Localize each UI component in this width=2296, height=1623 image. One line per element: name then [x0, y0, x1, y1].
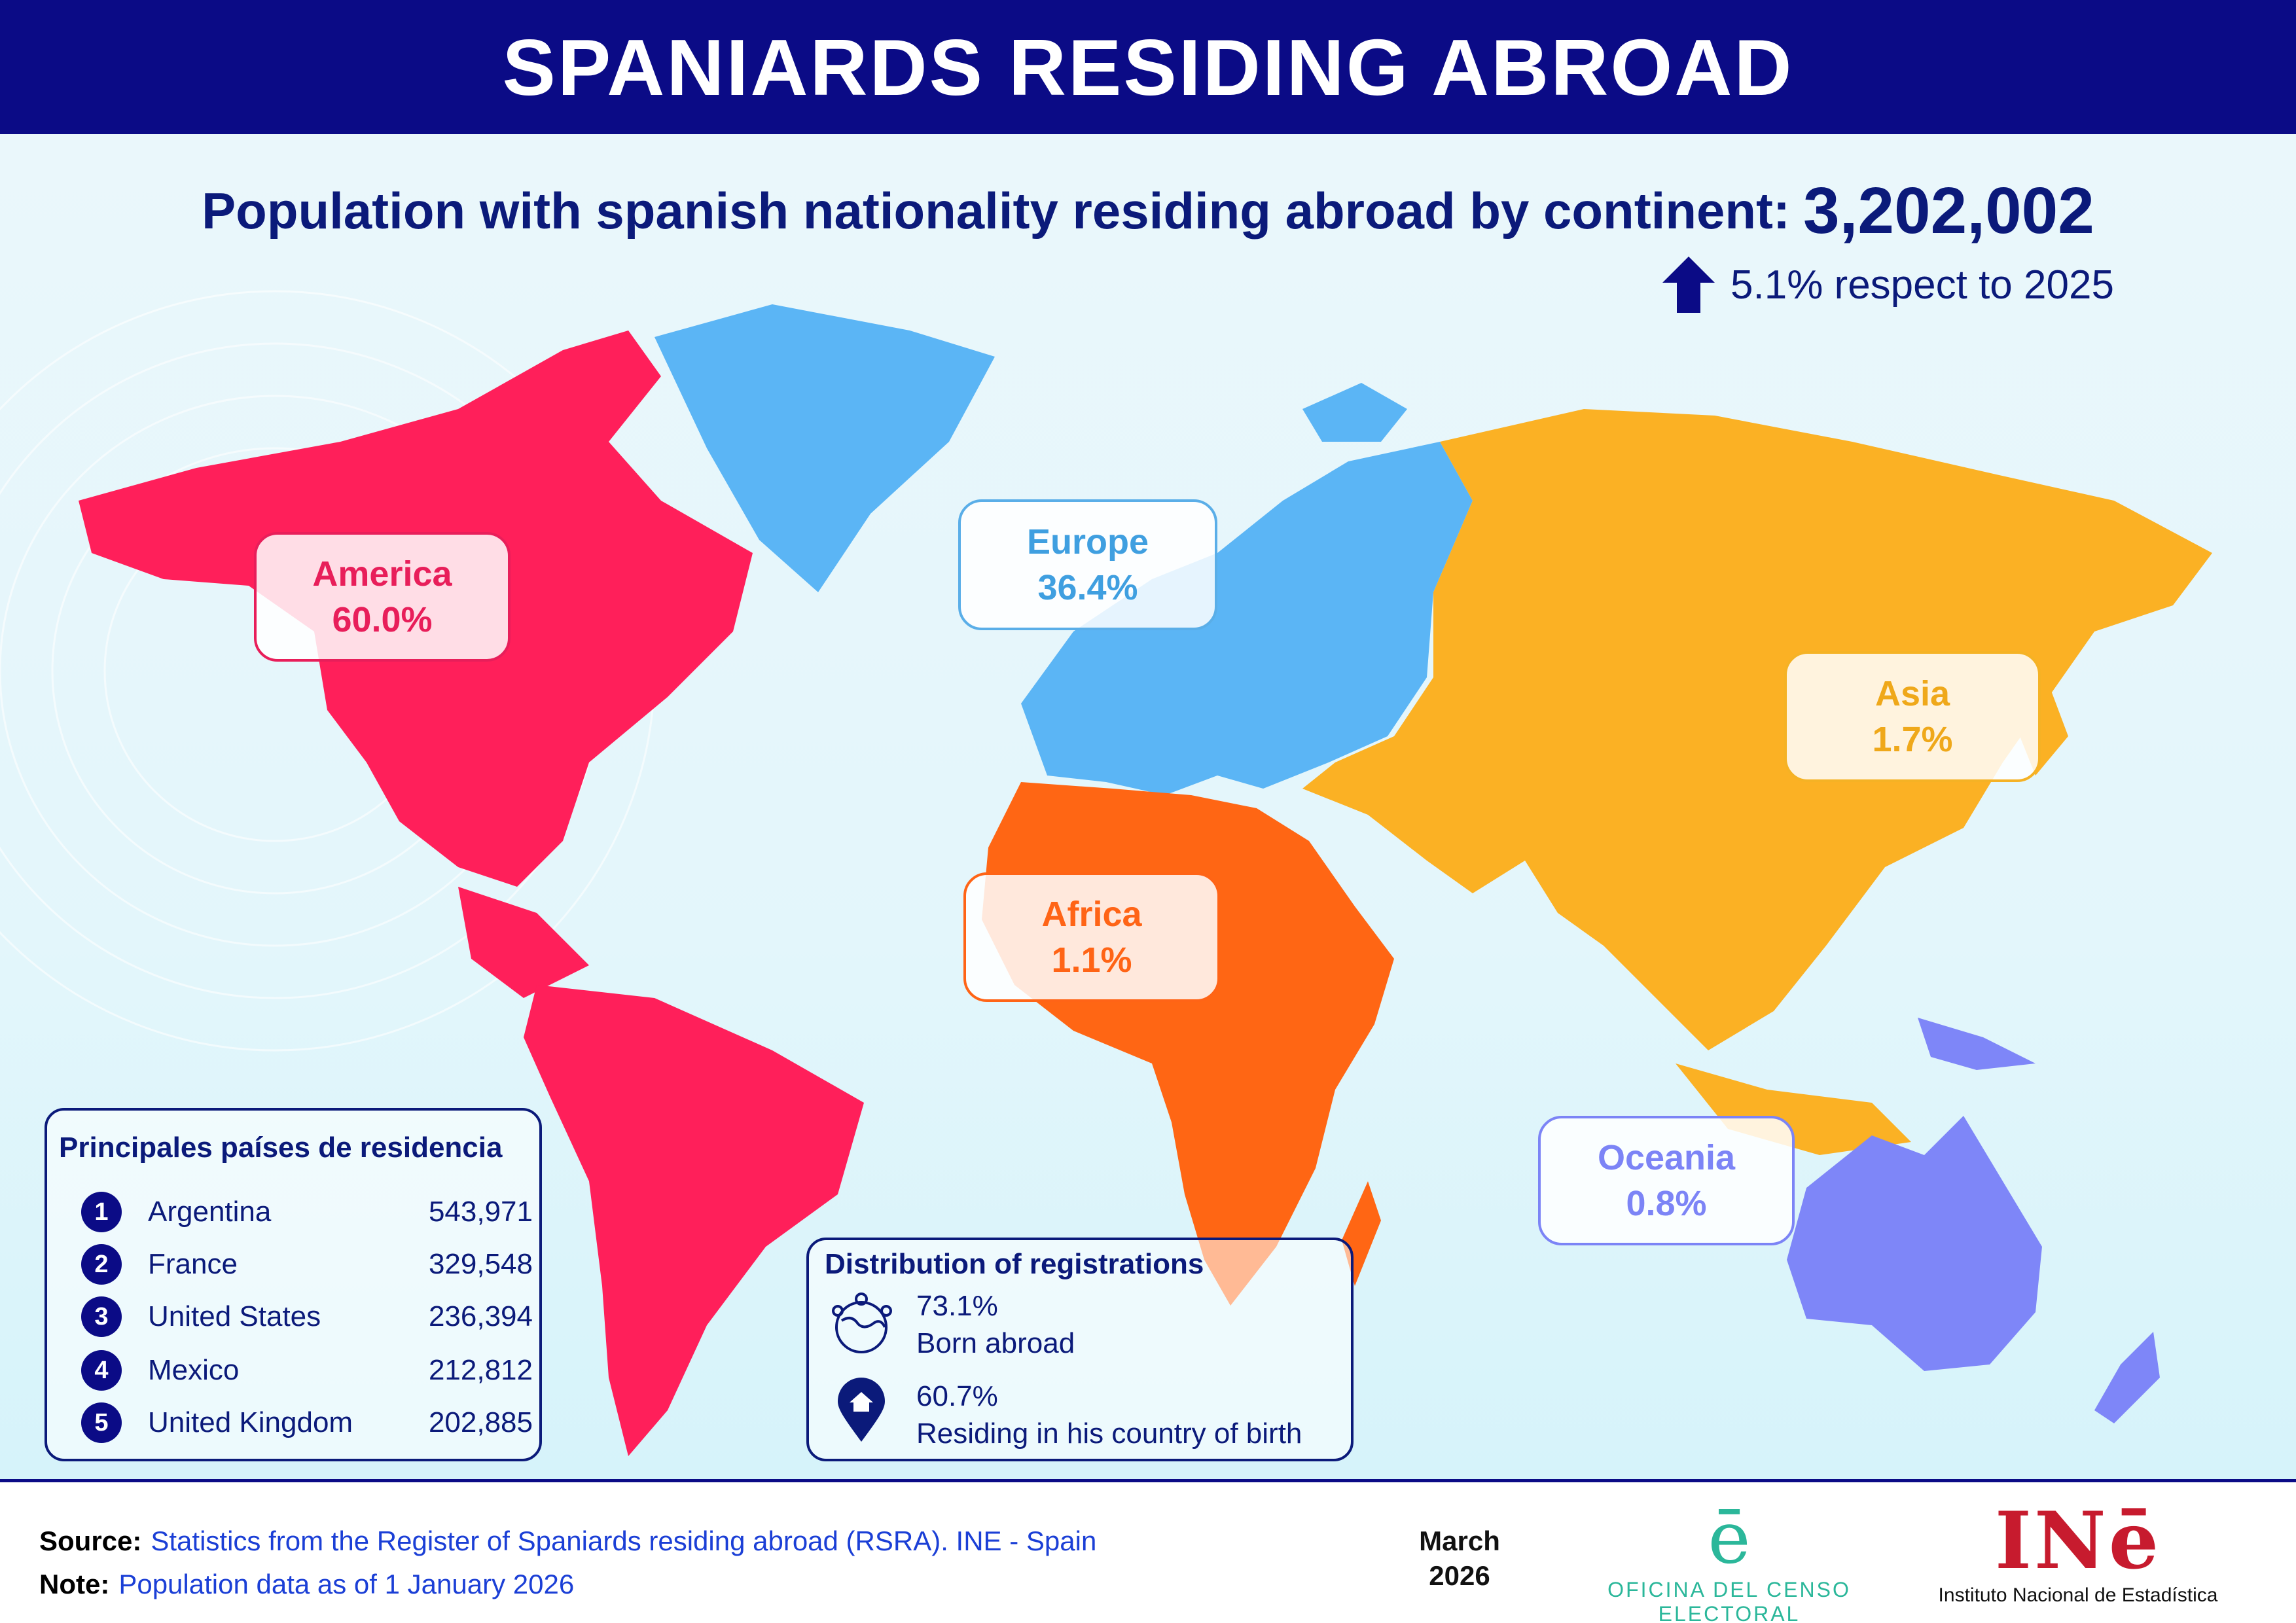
continent-share: 60.0%: [332, 600, 433, 639]
ine-logo-text: Instituto Nacional de Estadística: [1938, 1584, 2218, 1606]
continent-name: Oceania: [1597, 1137, 1736, 1177]
distribution-item: 73.1% Born abroad: [916, 1287, 1075, 1362]
distribution-label: Born abroad: [916, 1327, 1075, 1360]
summary-total: 3,202,002: [1803, 174, 2094, 247]
ranking-row: 2 France 329,548: [81, 1241, 533, 1287]
continent-name: America: [312, 554, 452, 594]
callout-oceania: Oceania 0.8%: [1538, 1116, 1795, 1245]
rank-number: 3: [81, 1296, 122, 1337]
continent-africa: [982, 782, 1394, 1306]
summary-subtitle: Population with spanish nationality resi…: [202, 182, 1790, 240]
rank-country: United Kingdom: [148, 1406, 353, 1438]
ranking-title: Principales países de residencia: [59, 1132, 503, 1164]
ranking-row: 1 Argentina 543,971: [81, 1189, 533, 1235]
callout-africa: Africa 1.1%: [963, 872, 1220, 1002]
continent-europe: [655, 304, 1473, 795]
rank-country: United States: [148, 1300, 321, 1332]
rank-value: 329,548: [428, 1248, 533, 1280]
home-pin-icon: [838, 1378, 885, 1442]
oce-logo-text: OFICINA DEL CENSO ELECTORAL: [1607, 1578, 1851, 1623]
rank-value: 543,971: [428, 1196, 533, 1228]
rank-country: Mexico: [148, 1354, 240, 1386]
note-line: Note: Population data as of 1 January 202…: [39, 1569, 574, 1600]
variation-text: 5.1% respect to 2025: [1731, 262, 2114, 308]
arrow-up-icon: [1662, 257, 1715, 313]
distribution-title: Distribution of registrations: [825, 1248, 1204, 1280]
continent-share: 1.1%: [1051, 940, 1132, 980]
ranking-row: 3 United States 236,394: [81, 1294, 533, 1340]
source-label: Source:: [39, 1525, 142, 1556]
rank-number: 2: [81, 1244, 122, 1285]
source-line: Source: Statistics from the Register of S…: [39, 1525, 1096, 1557]
callout-america: America 60.0%: [254, 532, 511, 662]
header-banner: SPANIARDS RESIDING ABROAD: [0, 0, 2296, 134]
continent-share: 36.4%: [1037, 568, 1138, 607]
ine-logo-mark: INē: [1994, 1495, 2162, 1587]
note-label: Note:: [39, 1569, 110, 1599]
ranking-row: 4 Mexico 212,812: [81, 1347, 533, 1393]
continent-name: Asia: [1874, 673, 1950, 713]
distribution-item: 60.7% Residing in his country of birth: [916, 1378, 1302, 1452]
rank-number: 1: [81, 1192, 122, 1232]
oce-logo: ē OFICINA DEL CENSO ELECTORAL: [1546, 1502, 1912, 1623]
rank-value: 212,812: [428, 1354, 533, 1386]
callout-europe: Europe 36.4%: [958, 499, 1217, 630]
globe-people-icon: [832, 1293, 892, 1353]
note-value: Population data as of 1 January 2026: [118, 1569, 575, 1599]
continent-share: 0.8%: [1626, 1184, 1707, 1223]
variation-indicator: 5.1% respect to 2025: [1662, 252, 2114, 317]
continent-share: 1.7%: [1872, 720, 1953, 759]
source-value: Statistics from the Register of Spaniard…: [151, 1525, 1097, 1556]
rank-number: 5: [81, 1402, 122, 1443]
distribution-value: 60.7%: [916, 1380, 998, 1412]
distribution-box: Distribution of registrations 73.1% Born…: [806, 1238, 1354, 1461]
ranking-box: Principales países de residencia 1 Argen…: [45, 1108, 542, 1461]
callout-asia: Asia 1.7%: [1784, 651, 2041, 782]
continent-name: Europe: [1026, 522, 1149, 562]
date-month: March: [1419, 1525, 1500, 1556]
page-title: SPANIARDS RESIDING ABROAD: [502, 22, 1794, 112]
continent-name: Africa: [1041, 894, 1142, 934]
distribution-label: Residing in his country of birth: [916, 1418, 1302, 1450]
rank-value: 236,394: [428, 1300, 533, 1332]
oce-logo-mark: ē: [1708, 1496, 1751, 1580]
rank-country: France: [148, 1248, 238, 1280]
summary-heading: Population with spanish nationality resi…: [0, 173, 2296, 249]
ranking-row: 5 United Kingdom 202,885: [81, 1400, 533, 1446]
date-year: 2026: [1429, 1560, 1490, 1591]
ine-logo: INē Instituto Nacional de Estadística: [1931, 1502, 2225, 1607]
rank-country: Argentina: [148, 1196, 272, 1228]
continent-oceania: [1787, 1018, 2160, 1423]
rank-value: 202,885: [428, 1406, 533, 1438]
distribution-value: 73.1%: [916, 1290, 998, 1322]
rank-number: 4: [81, 1350, 122, 1391]
publication-date: March 2026: [1394, 1524, 1525, 1593]
infographic-main: Population with spanish nationality resi…: [0, 134, 2296, 1479]
footer: Source: Statistics from the Register of S…: [0, 1479, 2296, 1623]
